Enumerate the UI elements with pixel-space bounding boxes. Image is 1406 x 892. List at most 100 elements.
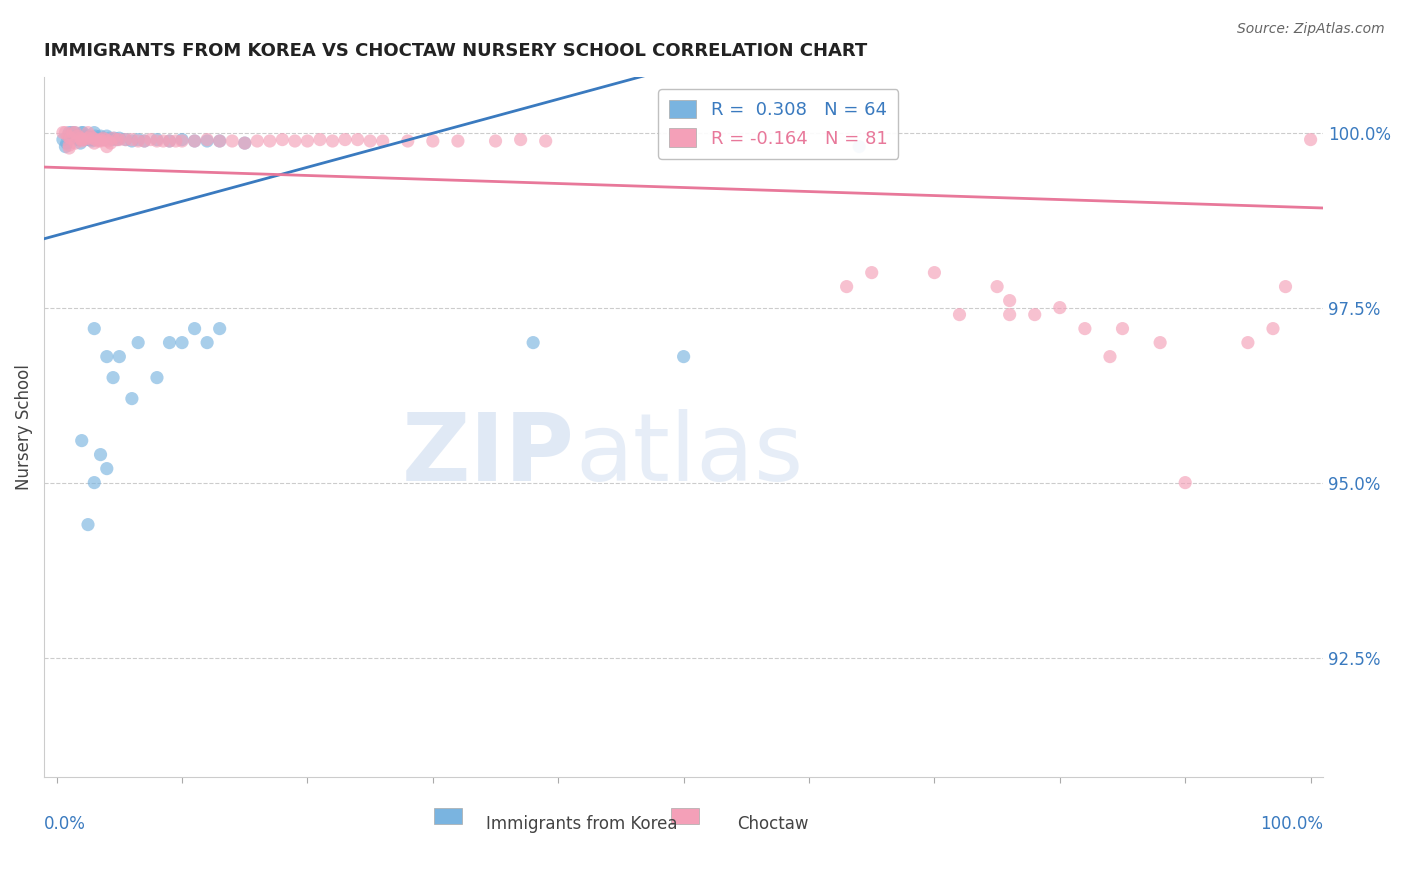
- Point: [848, 139, 870, 153]
- Point: [422, 134, 444, 148]
- Point: [1098, 350, 1121, 364]
- Point: [998, 308, 1021, 322]
- Point: [121, 134, 143, 148]
- Point: [55, 139, 77, 153]
- Y-axis label: Nursery School: Nursery School: [15, 364, 32, 490]
- Point: [1299, 132, 1322, 146]
- Point: [52, 126, 75, 140]
- Point: [271, 132, 294, 146]
- Point: [60, 126, 83, 140]
- Point: [83, 475, 105, 490]
- Point: [121, 392, 143, 406]
- Point: [1261, 321, 1284, 335]
- Point: [83, 126, 105, 140]
- Point: [77, 126, 100, 140]
- Point: [79, 129, 101, 144]
- Point: [114, 132, 136, 146]
- Text: IMMIGRANTS FROM KOREA VS CHOCTAW NURSERY SCHOOL CORRELATION CHART: IMMIGRANTS FROM KOREA VS CHOCTAW NURSERY…: [44, 42, 868, 60]
- Bar: [434, 808, 463, 823]
- Point: [56, 129, 79, 144]
- Point: [998, 293, 1021, 308]
- Point: [924, 266, 946, 280]
- Point: [83, 136, 105, 150]
- Point: [1111, 321, 1133, 335]
- Point: [96, 350, 118, 364]
- Point: [284, 134, 307, 148]
- Point: [55, 126, 77, 140]
- Point: [134, 134, 156, 148]
- Point: [835, 279, 858, 293]
- Point: [860, 266, 883, 280]
- Point: [75, 132, 97, 146]
- Point: [396, 134, 419, 148]
- Point: [165, 134, 187, 148]
- Point: [80, 134, 103, 148]
- Bar: [671, 808, 699, 823]
- Point: [1174, 475, 1197, 490]
- Point: [59, 131, 82, 145]
- Point: [77, 131, 100, 145]
- Point: [134, 134, 156, 148]
- Point: [96, 461, 118, 475]
- Point: [170, 134, 193, 148]
- Point: [101, 370, 124, 384]
- Point: [62, 126, 84, 140]
- Point: [170, 335, 193, 350]
- Text: Choctaw: Choctaw: [737, 815, 808, 833]
- Text: Source: ZipAtlas.com: Source: ZipAtlas.com: [1237, 22, 1385, 37]
- Point: [77, 129, 100, 144]
- Point: [195, 134, 218, 148]
- Point: [69, 136, 91, 150]
- Point: [73, 129, 96, 144]
- Point: [1274, 279, 1296, 293]
- Point: [72, 126, 94, 140]
- Point: [221, 134, 243, 148]
- Point: [114, 132, 136, 146]
- Point: [208, 321, 231, 335]
- Point: [73, 132, 96, 146]
- Point: [146, 134, 169, 148]
- Point: [66, 132, 89, 146]
- Point: [948, 308, 970, 322]
- Point: [90, 129, 112, 144]
- Point: [108, 350, 131, 364]
- Point: [55, 136, 77, 150]
- Text: 0.0%: 0.0%: [44, 815, 86, 833]
- Point: [58, 138, 80, 153]
- Point: [65, 129, 87, 144]
- Point: [70, 126, 93, 140]
- Point: [90, 131, 112, 145]
- Point: [97, 134, 120, 148]
- Point: [259, 134, 281, 148]
- Point: [91, 131, 114, 145]
- Point: [359, 134, 381, 148]
- Point: [322, 134, 344, 148]
- Point: [170, 132, 193, 146]
- Point: [159, 134, 181, 148]
- Text: Immigrants from Korea: Immigrants from Korea: [485, 815, 678, 833]
- Point: [67, 132, 90, 146]
- Point: [183, 134, 205, 148]
- Point: [1149, 335, 1171, 350]
- Point: [58, 126, 80, 140]
- Point: [52, 132, 75, 146]
- Point: [159, 134, 181, 148]
- Point: [100, 136, 122, 150]
- Point: [139, 132, 162, 146]
- Point: [101, 132, 124, 146]
- Text: ZIP: ZIP: [402, 409, 575, 500]
- Point: [208, 134, 231, 148]
- Point: [77, 517, 100, 532]
- Point: [1237, 335, 1260, 350]
- Point: [447, 134, 470, 148]
- Point: [183, 321, 205, 335]
- Point: [101, 131, 124, 145]
- Point: [90, 448, 112, 462]
- Point: [208, 134, 231, 148]
- Point: [105, 132, 128, 146]
- Point: [159, 335, 181, 350]
- Text: 100.0%: 100.0%: [1260, 815, 1323, 833]
- Point: [246, 134, 269, 148]
- Point: [105, 132, 128, 146]
- Point: [82, 131, 104, 145]
